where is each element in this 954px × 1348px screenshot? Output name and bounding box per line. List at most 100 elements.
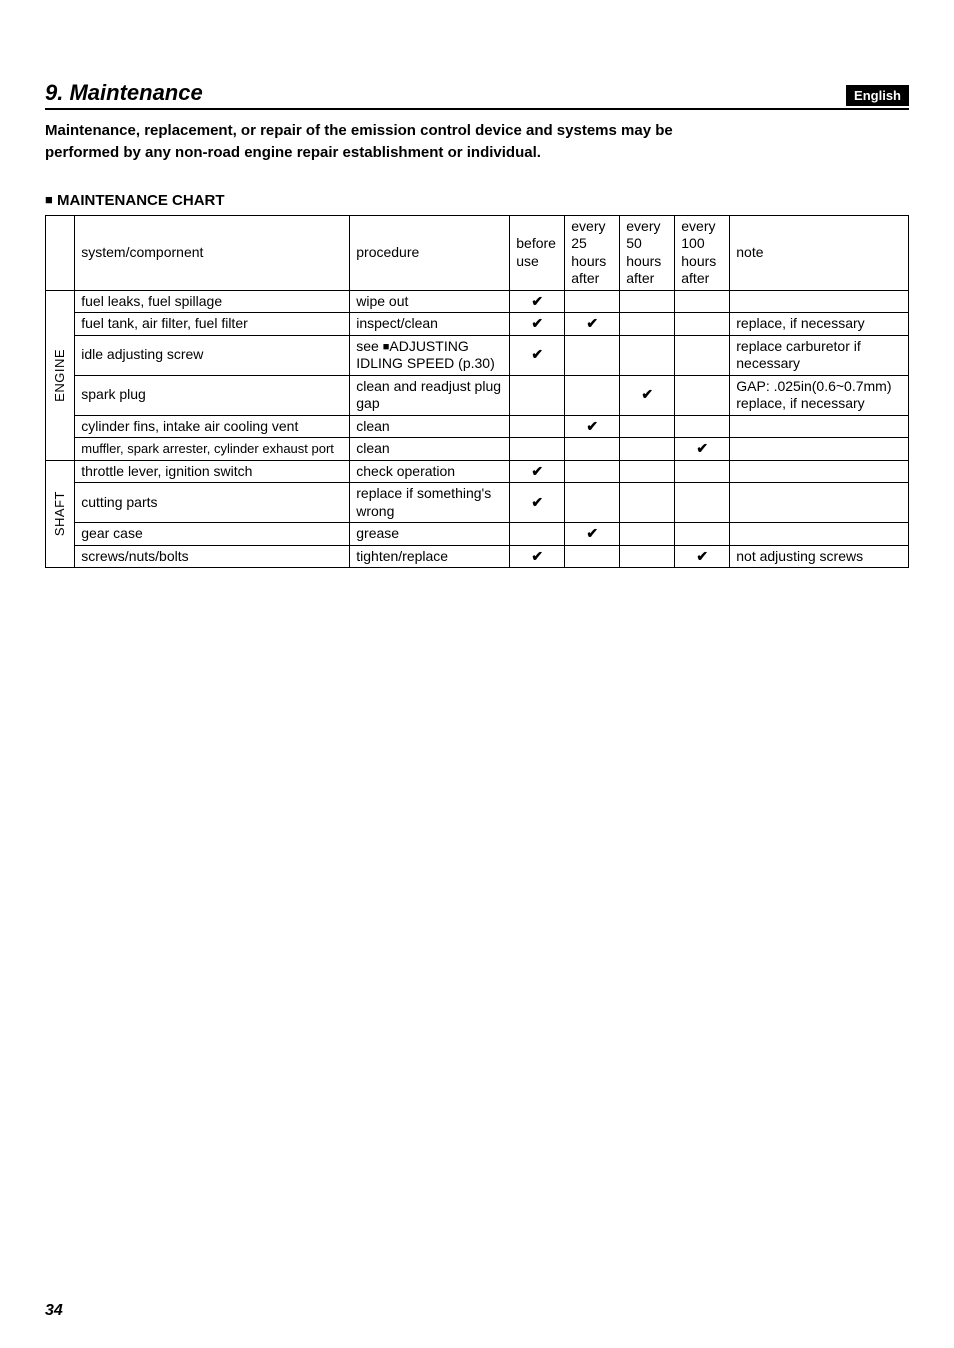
cell-before: ✔ — [510, 313, 565, 336]
cell-25h — [565, 460, 620, 483]
cell-50h — [620, 313, 675, 336]
cell-50h — [620, 523, 675, 546]
cell-50h — [620, 460, 675, 483]
cell-note — [730, 460, 909, 483]
group-shaft: SHAFT — [46, 460, 75, 568]
table-row: cylinder fins, intake air cooling vent c… — [46, 415, 909, 438]
cell-25h — [565, 290, 620, 313]
table-row: ENGINE fuel leaks, fuel spillage wipe ou… — [46, 290, 909, 313]
cell-note: replace carburetor if necessary — [730, 335, 909, 375]
cell-system: cylinder fins, intake air cooling vent — [75, 415, 350, 438]
cell-note: GAP: .025in(0.6~0.7mm) replace, if neces… — [730, 375, 909, 415]
cell-system: spark plug — [75, 375, 350, 415]
cell-25h — [565, 438, 620, 461]
table-row: cutting parts replace if something's wro… — [46, 483, 909, 523]
cell-100h: ✔ — [675, 438, 730, 461]
cell-25h: ✔ — [565, 415, 620, 438]
cell-system: cutting parts — [75, 483, 350, 523]
cell-procedure: clean and readjust plug gap — [350, 375, 510, 415]
cell-100h — [675, 523, 730, 546]
cell-before: ✔ — [510, 290, 565, 313]
language-badge: English — [846, 85, 909, 106]
intro-paragraph: Maintenance, replacement, or repair of t… — [45, 120, 685, 164]
table-row: idle adjusting screw see ■ADJUSTING IDLI… — [46, 335, 909, 375]
header-100h: every 100 hours after — [675, 215, 730, 290]
cell-100h — [675, 460, 730, 483]
cell-100h — [675, 483, 730, 523]
cell-note — [730, 523, 909, 546]
cell-25h — [565, 335, 620, 375]
table-row: spark plug clean and readjust plug gap ✔… — [46, 375, 909, 415]
header-50h: every 50 hours after — [620, 215, 675, 290]
cell-system: muffler, spark arrester, cylinder exhaus… — [75, 438, 350, 461]
cell-100h — [675, 415, 730, 438]
cell-before: ✔ — [510, 483, 565, 523]
table-row: fuel tank, air filter, fuel filter inspe… — [46, 313, 909, 336]
cell-before — [510, 415, 565, 438]
cell-procedure: wipe out — [350, 290, 510, 313]
cell-procedure: tighten/replace — [350, 545, 510, 568]
cell-before — [510, 523, 565, 546]
cell-system: idle adjusting screw — [75, 335, 350, 375]
cell-procedure: replace if something's wrong — [350, 483, 510, 523]
cell-100h — [675, 313, 730, 336]
cell-100h: ✔ — [675, 545, 730, 568]
cell-100h — [675, 290, 730, 313]
cell-before: ✔ — [510, 460, 565, 483]
cell-25h — [565, 545, 620, 568]
cell-50h — [620, 290, 675, 313]
group-engine-label: ENGINE — [52, 349, 68, 402]
cell-procedure: clean — [350, 415, 510, 438]
cell-50h — [620, 483, 675, 523]
cell-100h — [675, 335, 730, 375]
cell-25h: ✔ — [565, 523, 620, 546]
cell-procedure: inspect/clean — [350, 313, 510, 336]
square-bullet-icon: ■ — [45, 192, 53, 207]
cell-before — [510, 438, 565, 461]
header-before: before use — [510, 215, 565, 290]
cell-note — [730, 415, 909, 438]
table-header-row: system/compornent procedure before use e… — [46, 215, 909, 290]
header-25h: every 25 hours after — [565, 215, 620, 290]
maintenance-table: system/compornent procedure before use e… — [45, 215, 909, 569]
table-row: gear case grease ✔ — [46, 523, 909, 546]
cell-system: throttle lever, ignition switch — [75, 460, 350, 483]
cell-procedure: see ■ADJUSTING IDLING SPEED (p.30) — [350, 335, 510, 375]
cell-system: fuel leaks, fuel spillage — [75, 290, 350, 313]
cell-25h — [565, 483, 620, 523]
table-row: SHAFT throttle lever, ignition switch ch… — [46, 460, 909, 483]
cell-system: fuel tank, air filter, fuel filter — [75, 313, 350, 336]
header-system: system/compornent — [75, 215, 350, 290]
header-row: 9. Maintenance English — [45, 80, 909, 110]
header-category — [46, 215, 75, 290]
cell-before: ✔ — [510, 545, 565, 568]
chart-heading-text: MAINTENANCE CHART — [57, 192, 225, 209]
cell-50h — [620, 335, 675, 375]
section-title: 9. Maintenance — [45, 80, 203, 106]
header-procedure: procedure — [350, 215, 510, 290]
cell-25h: ✔ — [565, 313, 620, 336]
cell-50h — [620, 545, 675, 568]
cell-50h — [620, 438, 675, 461]
cell-note: not adjusting screws — [730, 545, 909, 568]
cell-note — [730, 290, 909, 313]
cell-25h — [565, 375, 620, 415]
cell-procedure: clean — [350, 438, 510, 461]
group-shaft-label: SHAFT — [52, 491, 68, 536]
cell-note: replace, if necessary — [730, 313, 909, 336]
cell-50h: ✔ — [620, 375, 675, 415]
table-row: screws/nuts/bolts tighten/replace ✔ ✔ no… — [46, 545, 909, 568]
cell-note — [730, 483, 909, 523]
cell-system: screws/nuts/bolts — [75, 545, 350, 568]
cell-50h — [620, 415, 675, 438]
header-note: note — [730, 215, 909, 290]
page-container: 9. Maintenance English Maintenance, repl… — [0, 0, 954, 1348]
cell-100h — [675, 375, 730, 415]
maintenance-chart-heading: ■ MAINTENANCE CHART — [45, 192, 909, 209]
table-row: muffler, spark arrester, cylinder exhaus… — [46, 438, 909, 461]
cell-before: ✔ — [510, 335, 565, 375]
cell-before — [510, 375, 565, 415]
cell-system: gear case — [75, 523, 350, 546]
group-engine: ENGINE — [46, 290, 75, 460]
cell-procedure: grease — [350, 523, 510, 546]
